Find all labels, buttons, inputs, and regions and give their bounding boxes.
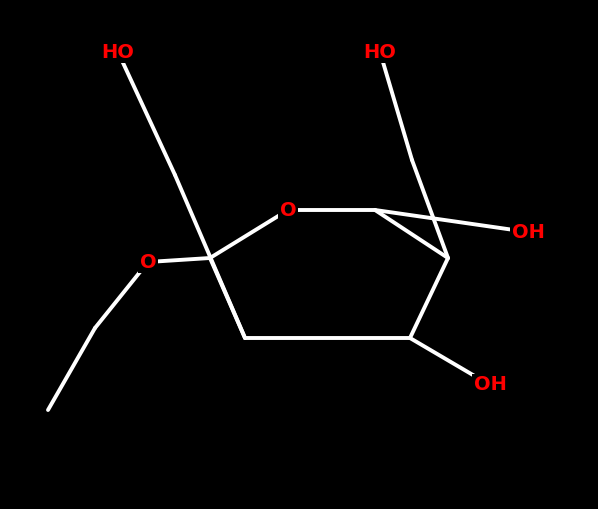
Text: HO: HO [364, 42, 396, 62]
Text: OH: OH [474, 376, 507, 394]
Text: HO: HO [102, 42, 135, 62]
Text: O: O [140, 252, 156, 271]
Text: OH: OH [511, 222, 544, 241]
Text: O: O [280, 201, 297, 219]
